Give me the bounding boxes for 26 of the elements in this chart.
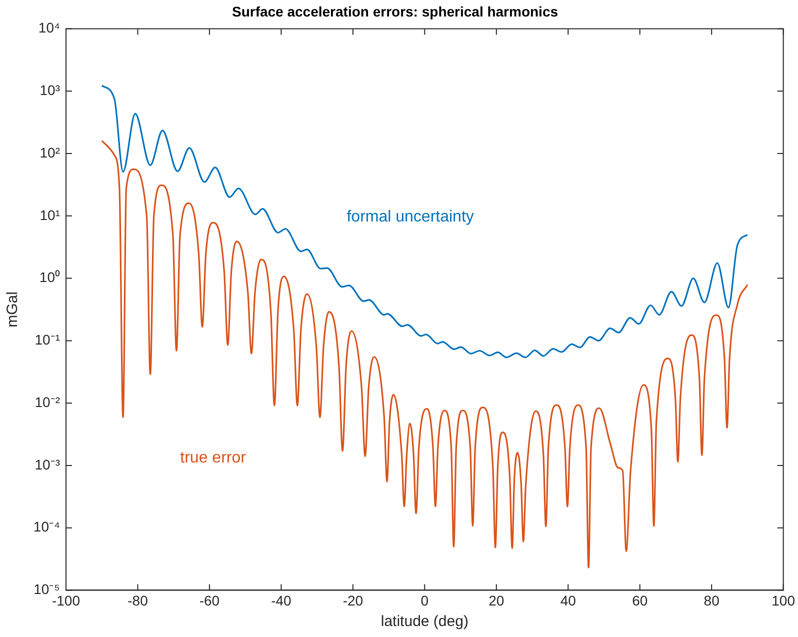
y-axis-title: mGal bbox=[4, 292, 22, 328]
y-tick-label: 10⁰ bbox=[39, 269, 60, 286]
x-tick-label: 80 bbox=[704, 592, 720, 608]
x-tick-label: -20 bbox=[342, 592, 364, 608]
chart-title: Surface acceleration errors: spherical harmonics bbox=[232, 3, 558, 20]
y-tick-label: 10⁻¹ bbox=[34, 332, 60, 348]
y-tick-label: 10⁴ bbox=[38, 20, 60, 36]
x-tick-label: -40 bbox=[271, 592, 292, 608]
x-tick-label: 100 bbox=[772, 592, 796, 608]
x-axis-title: latitude (deg) bbox=[380, 613, 468, 630]
y-tick-label: 10¹ bbox=[40, 206, 60, 223]
x-tick-label: 0 bbox=[420, 592, 429, 608]
y-tick-label: 10² bbox=[40, 144, 60, 160]
y-tick-label: 10⁻³ bbox=[34, 456, 60, 472]
x-tick-label: 40 bbox=[560, 592, 576, 608]
text: true error bbox=[180, 450, 247, 467]
y-tick-label: 10⁻² bbox=[34, 394, 60, 410]
line-series bbox=[101, 84, 748, 358]
line-series bbox=[101, 140, 748, 568]
x-tick-label: -80 bbox=[128, 592, 148, 608]
x-tick-label: 20 bbox=[488, 592, 504, 608]
y-tick-label: 10³ bbox=[40, 82, 60, 98]
y-tick-label: 10⁻⁴ bbox=[33, 518, 60, 535]
text: formal uncertainty bbox=[346, 208, 474, 226]
x-tick-label: 60 bbox=[632, 592, 648, 608]
x-tick-label: -60 bbox=[199, 592, 220, 608]
